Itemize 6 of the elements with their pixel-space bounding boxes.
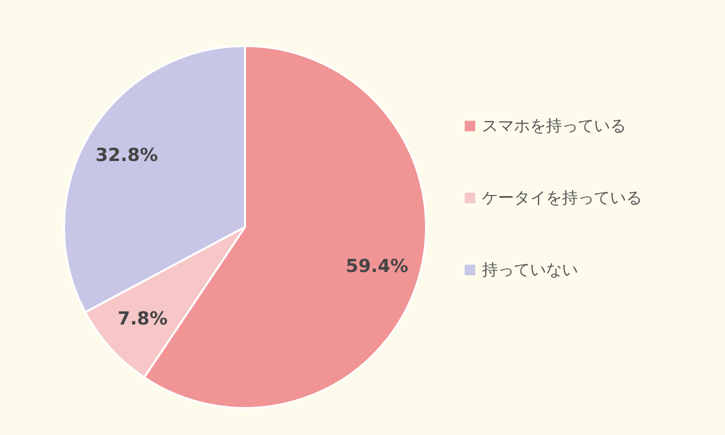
legend-label: スマホを持っている	[482, 116, 626, 135]
data-label: 59.4%	[346, 256, 408, 278]
legend-label: ケータイを持っている	[482, 188, 642, 207]
legend-label: 持っていない	[482, 260, 578, 279]
data-label: 32.8%	[95, 145, 158, 166]
data-label: 7.8%	[118, 308, 168, 330]
